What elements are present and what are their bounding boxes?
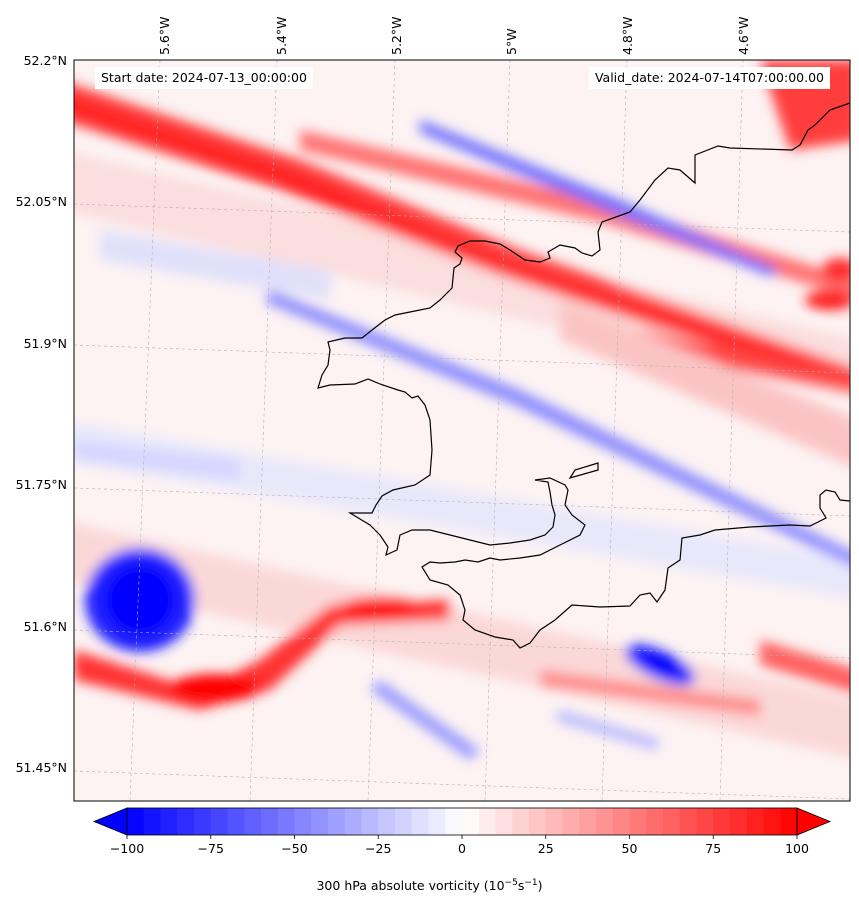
svg-text:51.6°N: 51.6°N (24, 619, 67, 634)
colorbar-level (344, 808, 362, 835)
colorbar-label: 300 hPa absolute vorticity (10−5s−1) (316, 878, 543, 894)
colorbar-tick-label: 50 (622, 841, 638, 856)
valid-date-label: Valid_date: 2024-07-14T07:00:00.00 (588, 67, 830, 89)
colorbar-level (596, 808, 614, 835)
colorbar-tick-label: −100 (110, 841, 144, 856)
colorbar-tick-label: 25 (538, 841, 554, 856)
colorbar-level (227, 808, 245, 835)
svg-text:5°W: 5°W (504, 28, 519, 55)
svg-text:52.05°N: 52.05°N (16, 194, 67, 209)
colorbar-level (746, 808, 764, 835)
colorbar-level (378, 808, 396, 835)
colorbar-level (311, 808, 329, 835)
svg-text:4.8°W: 4.8°W (620, 17, 635, 56)
colorbar-tick-label: 100 (785, 841, 809, 856)
colorbar-level (462, 808, 480, 835)
svg-text:5.2°W: 5.2°W (389, 17, 404, 56)
colorbar-level (361, 808, 379, 835)
colorbar-level (127, 808, 145, 835)
colorbar-extend-min (92, 807, 128, 836)
colorbar-level (294, 808, 312, 835)
colorbar-extend-max (796, 807, 832, 836)
colorbar-level (529, 808, 547, 835)
colorbar-level (545, 808, 563, 835)
colorbar-level (562, 808, 580, 835)
colorbar-level (395, 808, 413, 835)
colorbar-tick-label: 75 (705, 841, 721, 856)
colorbar-tick-label: 0 (458, 841, 466, 856)
colorbar-level (210, 808, 228, 835)
colorbar-level (663, 808, 681, 835)
colorbar-level (143, 808, 161, 835)
svg-text:5.6°W: 5.6°W (157, 17, 172, 56)
colorbar-tick-label: −75 (198, 841, 224, 856)
colorbar-level (445, 808, 463, 835)
colorbar-level (612, 808, 630, 835)
colorbar-level (411, 808, 429, 835)
colorbar-level (763, 808, 781, 835)
colorbar-level (512, 808, 530, 835)
start-date-label: Start date: 2024-07-13_00:00:00 (95, 67, 313, 89)
svg-text:51.45°N: 51.45°N (16, 760, 67, 775)
colorbar-level (177, 808, 195, 835)
colorbar-level (160, 808, 178, 835)
vorticity-field (74, 60, 850, 801)
colorbar-level (696, 808, 714, 835)
latitude-labels: 52.2°N 52.05°N 51.9°N 51.75°N 51.6°N 51.… (16, 53, 67, 775)
map-frame (73, 59, 851, 802)
colorbar-level (730, 808, 748, 835)
colorbar-level (261, 808, 279, 835)
colorbar-level (478, 808, 496, 835)
svg-text:4.6°W: 4.6°W (736, 17, 751, 56)
colorbar-level (244, 808, 262, 835)
colorbar-level (428, 808, 446, 835)
colorbar-level (646, 808, 664, 835)
colorbar-level (328, 808, 346, 835)
coastline (317, 102, 850, 649)
colorbar-level (713, 808, 731, 835)
svg-text:51.75°N: 51.75°N (16, 477, 67, 492)
colorbar-level (629, 808, 647, 835)
colorbar-level (194, 808, 212, 835)
colorbar-level (277, 808, 295, 835)
colorbar: −100 −75 −50 −25 0 25 50 75 100 (92, 807, 832, 856)
svg-text:5.4°W: 5.4°W (274, 17, 289, 56)
svg-text:51.9°N: 51.9°N (24, 336, 67, 351)
colorbar-level (579, 808, 597, 835)
svg-text:52.2°N: 52.2°N (24, 53, 67, 68)
colorbar-level (780, 808, 798, 835)
colorbar-level (495, 808, 513, 835)
colorbar-tick-label: −50 (281, 841, 307, 856)
longitude-labels: 5.6°W 5.4°W 5.2°W 5°W 4.8°W 4.6°W (157, 17, 751, 56)
colorbar-tick-label: −25 (365, 841, 391, 856)
colorbar-level (679, 808, 697, 835)
